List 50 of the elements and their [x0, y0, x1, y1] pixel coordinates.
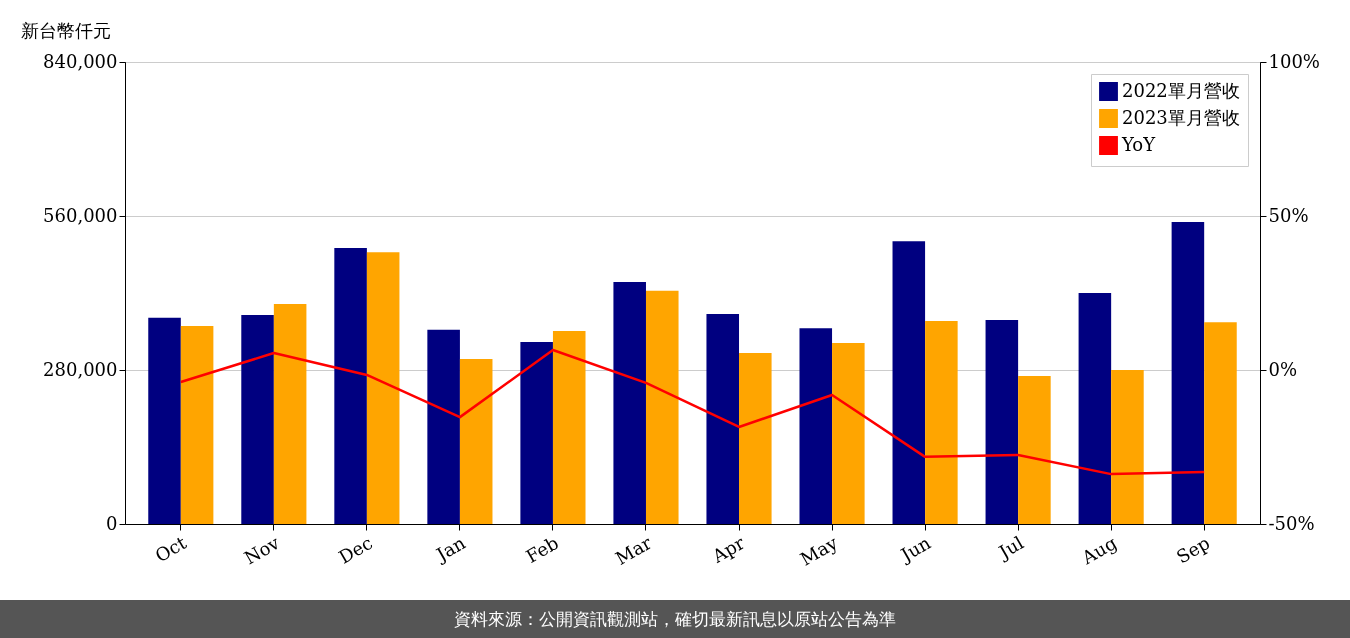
bar — [366, 252, 400, 524]
legend-label: 2022單月營收 — [1122, 79, 1240, 101]
x-tick-label: Jan — [431, 531, 470, 566]
x-tick-label: Apr — [707, 531, 749, 568]
y2-tick-label: 50% — [1268, 204, 1309, 226]
y-tick-label: 280,000 — [43, 358, 118, 380]
x-tick-label: Dec — [334, 531, 376, 568]
y-tick-label: 840,000 — [43, 50, 118, 72]
bar — [985, 319, 1019, 524]
bar — [1204, 322, 1237, 524]
bar — [613, 282, 646, 524]
bar — [552, 330, 586, 524]
bar — [925, 321, 958, 524]
x-tick-label: Sep — [1172, 531, 1214, 568]
x-tick-label: Feb — [522, 531, 562, 567]
bar — [334, 247, 367, 524]
bar — [892, 241, 926, 524]
y2-tick-label: 0% — [1268, 358, 1298, 380]
x-tick-label: Oct — [151, 531, 191, 567]
bar — [273, 304, 307, 524]
x-tick-label: Jul — [993, 531, 1028, 564]
y-axis-title: 新台幣仟元 — [20, 19, 111, 41]
bar — [739, 352, 772, 524]
bar — [1078, 293, 1112, 524]
legend-label: 2023單月營收 — [1122, 106, 1240, 128]
y2-tick-label: -50% — [1268, 512, 1315, 534]
x-tick-label: Aug — [1077, 531, 1121, 569]
line-series — [179, 348, 1206, 476]
bar — [706, 313, 740, 524]
bar — [1111, 370, 1144, 524]
x-tick-label: Nov — [240, 531, 284, 569]
bar — [1171, 222, 1205, 524]
bar — [148, 317, 181, 524]
bar — [1018, 376, 1051, 524]
x-tick-label: May — [796, 531, 842, 570]
x-tick-label: Jun — [895, 531, 935, 567]
bar — [832, 343, 865, 524]
legend-label: YoY — [1121, 133, 1157, 155]
y-tick-label: 560,000 — [43, 204, 118, 226]
bar — [180, 326, 214, 524]
x-tick-label: Mar — [611, 531, 656, 569]
bar — [645, 290, 679, 524]
y-tick-label: 0 — [106, 512, 118, 534]
source-note: 資料來源：公開資訊觀測站，確切最新訊息以原站公告為準 — [0, 600, 1350, 638]
bar — [459, 359, 493, 524]
y2-tick-label: 100% — [1268, 50, 1320, 72]
bar — [427, 329, 460, 524]
bar — [520, 341, 553, 524]
bar — [241, 315, 274, 524]
bar — [799, 328, 833, 524]
